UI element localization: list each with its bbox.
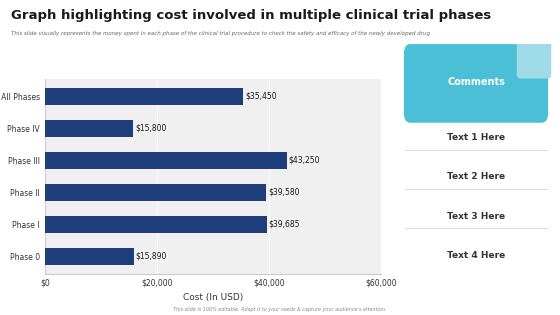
Text: This slide is 100% editable. Adapt it to your needs & capture your audience's at: This slide is 100% editable. Adapt it to… bbox=[173, 307, 387, 312]
Text: Text 3 Here: Text 3 Here bbox=[447, 212, 505, 220]
Bar bbox=[45, 152, 287, 169]
Text: $15,800: $15,800 bbox=[135, 124, 166, 133]
Text: $39,580: $39,580 bbox=[268, 188, 300, 197]
FancyBboxPatch shape bbox=[404, 44, 548, 123]
Text: Text 4 Here: Text 4 Here bbox=[447, 251, 505, 260]
Bar bbox=[45, 248, 134, 265]
Bar bbox=[45, 88, 243, 105]
Text: Text 2 Here: Text 2 Here bbox=[447, 172, 505, 181]
Bar bbox=[45, 120, 133, 137]
Text: $15,890: $15,890 bbox=[136, 252, 167, 261]
Bar bbox=[45, 215, 267, 233]
Text: Graph highlighting cost involved in multiple clinical trial phases: Graph highlighting cost involved in mult… bbox=[11, 9, 492, 22]
FancyBboxPatch shape bbox=[517, 34, 551, 78]
Text: $43,250: $43,250 bbox=[288, 156, 320, 165]
Bar bbox=[45, 184, 267, 201]
Text: This slide visually represents the money spent in each phase of the clinical tri: This slide visually represents the money… bbox=[11, 32, 430, 37]
Text: Comments: Comments bbox=[447, 77, 505, 87]
X-axis label: Cost (In USD): Cost (In USD) bbox=[183, 294, 243, 302]
Text: $39,685: $39,685 bbox=[269, 220, 300, 229]
Text: $35,450: $35,450 bbox=[245, 92, 277, 101]
FancyBboxPatch shape bbox=[393, 37, 559, 297]
Text: Text 1 Here: Text 1 Here bbox=[447, 133, 505, 142]
